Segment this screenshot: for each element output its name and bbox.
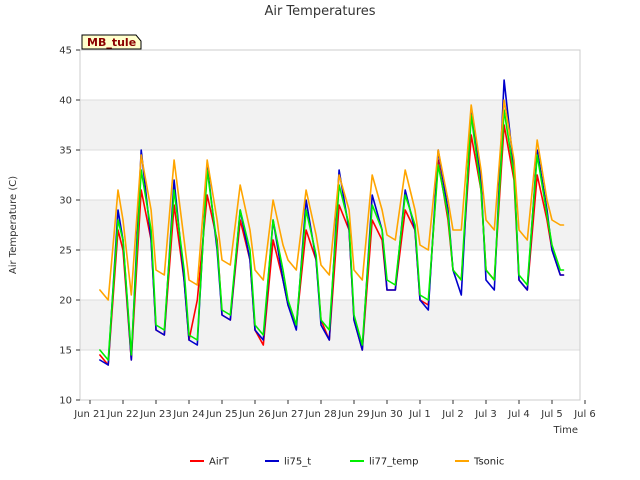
legend-label: Tsonic [473, 457, 504, 468]
x-tick-label: Jul 3 [474, 409, 497, 420]
x-tick-label: Jun 30 [370, 409, 403, 420]
x-tick-label: Jul 1 [408, 409, 431, 420]
x-tick-label: Jun 23 [139, 409, 172, 420]
y-tick-label: 45 [59, 46, 72, 57]
legend: AirT li75_t li77_temp Tsonic [190, 457, 504, 468]
legend-label: li77_temp [369, 457, 418, 468]
x-tick-label: Jun 28 [304, 409, 337, 420]
x-tick-label: Jun 26 [238, 409, 271, 420]
y-tick-label: 15 [59, 346, 72, 357]
series-lines [99, 79, 565, 366]
site-label-text: MB_tule [87, 36, 136, 49]
chart-title: Air Temperatures [264, 4, 375, 19]
legend-label: AirT [209, 457, 230, 468]
y-tick-label: 40 [59, 96, 72, 107]
y-tick-label: 35 [59, 146, 72, 157]
y-tick-label: 25 [59, 246, 72, 257]
y-tick-label: 20 [59, 296, 72, 307]
x-tick-label: Jun 29 [337, 409, 370, 420]
x-tick-label: Jun 22 [106, 409, 139, 420]
x-tick-label: Jul 6 [573, 409, 596, 420]
y-tick-label: 30 [59, 196, 72, 207]
series-line-li77-temp [99, 109, 565, 361]
x-tick-label: Jul 2 [441, 409, 464, 420]
x-tick-label: Jun 27 [271, 409, 304, 420]
background-band [80, 50, 580, 100]
y-axis-ticks: 10 15 20 25 30 35 40 45 [59, 46, 80, 407]
y-axis-title: Air Temperature (C) [8, 176, 19, 274]
x-axis-title: Time [553, 425, 578, 436]
background-band [80, 200, 580, 250]
background-band [80, 350, 580, 400]
background-band [80, 150, 580, 200]
y-tick-label: 10 [59, 396, 72, 407]
x-tick-label: Jun 24 [172, 409, 205, 420]
x-tick-label: Jul 5 [540, 409, 563, 420]
plot-area-border [79, 49, 581, 401]
site-label-tag: MB_tule [81, 34, 142, 50]
x-tick-label: Jul 4 [507, 409, 530, 420]
background-band [80, 100, 580, 150]
x-axis-ticks: Jun 21 Jun 22 Jun 23 Jun 24 Jun 25 Jun 26 Jun … [73, 400, 596, 420]
series-line-tsonic [99, 99, 565, 301]
x-tick-label: Jun 25 [205, 409, 238, 420]
legend-label: li75_t [284, 457, 311, 468]
x-tick-label: Jun 21 [73, 409, 106, 420]
